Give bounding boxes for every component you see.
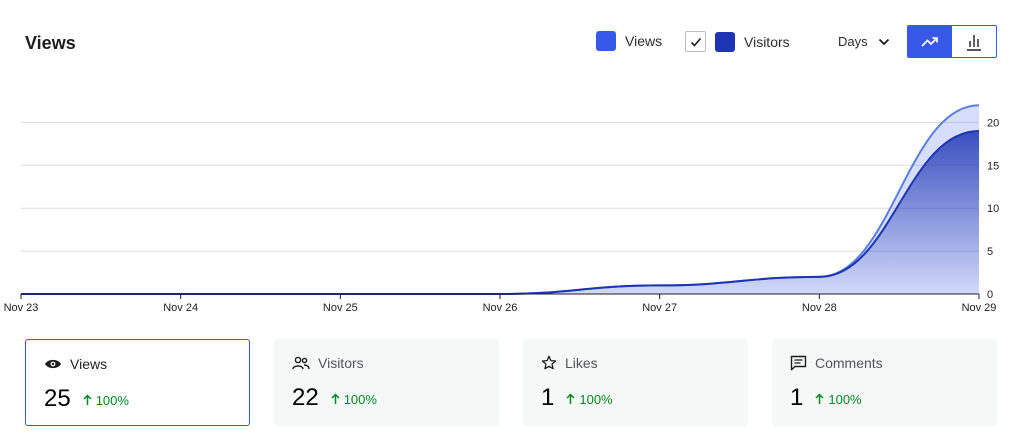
- arrow-up-icon: [331, 393, 340, 404]
- stat-card-views[interactable]: Views 25 100%: [25, 339, 250, 426]
- people-icon: [292, 356, 310, 370]
- line-chart-button[interactable]: [908, 26, 952, 57]
- chart-grid: [21, 121, 979, 252]
- x-tick-label: Nov 23: [4, 302, 39, 314]
- y-tick-label: 5: [987, 246, 993, 258]
- x-axis: Nov 23 Nov 24 Nov 25 Nov 26 Nov 27 Nov 28 Nov …: [4, 293, 997, 314]
- chart-title: Views: [25, 33, 76, 53]
- eye-icon: [45, 359, 61, 369]
- comment-icon: [790, 355, 807, 371]
- x-tick-label: Nov 28: [802, 302, 837, 314]
- stat-change: 100%: [331, 392, 377, 407]
- stat-value: 25: [44, 385, 71, 412]
- bar-chart-button[interactable]: [952, 26, 996, 57]
- stat-change-value: 100%: [95, 392, 129, 408]
- x-tick-label: Nov 25: [323, 302, 358, 314]
- y-tick-label: 20: [987, 117, 999, 129]
- views-color-swatch: [596, 31, 616, 51]
- y-axis: 0 5 10 15 20: [987, 117, 999, 301]
- stat-label: Visitors: [318, 355, 364, 371]
- period-select[interactable]: Days: [838, 34, 890, 49]
- chart-areas: [21, 105, 979, 294]
- chart-type-toggle[interactable]: [907, 25, 997, 58]
- visitors-color-swatch: [715, 31, 735, 52]
- stat-value: 1: [541, 384, 555, 411]
- arrow-up-icon: [566, 393, 575, 404]
- stat-label: Likes: [565, 355, 598, 371]
- legend-visitors-label: Visitors: [744, 33, 790, 50]
- stat-change-value: 100%: [343, 391, 377, 407]
- stat-change: 100%: [815, 391, 862, 407]
- x-tick-label: Nov 24: [163, 302, 198, 314]
- y-tick-label: 15: [987, 160, 999, 172]
- views-line: [21, 104, 980, 295]
- star-icon: [541, 355, 557, 370]
- check-icon: [690, 37, 701, 47]
- views-chart: Nov 23 Nov 24 Nov 25 Nov 26 Nov 27 Nov 28 Nov …: [4, 104, 999, 314]
- legend-views[interactable]: Views: [596, 31, 662, 51]
- chart-lines: [21, 104, 980, 295]
- arrow-up-icon: [83, 394, 92, 405]
- stat-change: 100%: [83, 393, 129, 408]
- stat-value: 1: [790, 384, 804, 411]
- stat-value: 22: [292, 384, 319, 411]
- period-select-value: Days: [838, 34, 868, 49]
- y-tick-label: 10: [987, 203, 999, 215]
- bar-chart-icon: [967, 34, 981, 51]
- visitors-area: [21, 130, 979, 294]
- stat-label: Views: [70, 356, 108, 372]
- legend-visitors[interactable]: Visitors: [685, 31, 790, 52]
- stat-label: Comments: [815, 355, 883, 371]
- visitors-checkbox[interactable]: [685, 31, 706, 52]
- x-tick-label: Nov 26: [483, 302, 518, 314]
- arrow-up-icon: [815, 393, 824, 404]
- y-tick-label: 0: [987, 289, 993, 301]
- stat-card-likes[interactable]: Likes 1 100%: [523, 339, 748, 426]
- stat-change-value: 100%: [828, 391, 862, 407]
- stat-card-comments[interactable]: Comments 1 100%: [772, 339, 997, 426]
- x-tick-label: Nov 29: [962, 302, 997, 314]
- visitors-line: [21, 129, 980, 295]
- trending-up-icon: [921, 36, 938, 47]
- views-area: [21, 105, 979, 294]
- chevron-down-icon: [878, 38, 889, 45]
- stat-card-visitors[interactable]: Visitors 22 100%: [274, 339, 499, 426]
- stat-change: 100%: [566, 391, 613, 407]
- legend-views-label: Views: [625, 33, 663, 49]
- x-tick-label: Nov 27: [642, 302, 677, 314]
- stat-change-value: 100%: [579, 391, 613, 407]
